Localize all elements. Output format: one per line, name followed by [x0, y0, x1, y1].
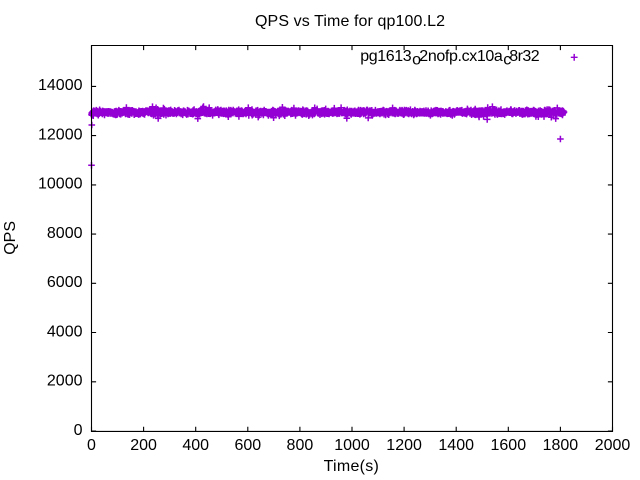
- svg-text:2000: 2000: [47, 373, 83, 390]
- svg-text:1400: 1400: [438, 437, 474, 454]
- svg-text:2000: 2000: [595, 437, 631, 454]
- svg-text:1600: 1600: [491, 437, 527, 454]
- svg-text:4000: 4000: [47, 323, 83, 340]
- svg-text:o: o: [412, 51, 421, 68]
- svg-text:8r32: 8r32: [509, 48, 540, 65]
- svg-text:6000: 6000: [47, 274, 83, 291]
- svg-text:12000: 12000: [38, 126, 83, 143]
- svg-text:Time(s): Time(s): [324, 458, 379, 475]
- svg-text:14000: 14000: [38, 77, 83, 94]
- svg-text:c: c: [503, 51, 511, 68]
- svg-text:QPS vs Time for qp100.L2: QPS vs Time for qp100.L2: [255, 13, 445, 30]
- svg-text:800: 800: [287, 437, 314, 454]
- svg-text:1000: 1000: [334, 437, 370, 454]
- svg-text:0: 0: [74, 422, 83, 439]
- svg-text:0: 0: [87, 437, 96, 454]
- svg-text:2nofp.cx10a: 2nofp.cx10a: [419, 48, 503, 65]
- svg-text:10000: 10000: [38, 176, 83, 193]
- svg-text:1200: 1200: [386, 437, 422, 454]
- svg-text:pg1613: pg1613: [360, 48, 412, 65]
- svg-text:600: 600: [234, 437, 261, 454]
- svg-text:200: 200: [130, 437, 157, 454]
- svg-text:8000: 8000: [47, 225, 83, 242]
- svg-text:QPS: QPS: [2, 221, 19, 255]
- svg-text:400: 400: [182, 437, 209, 454]
- svg-text:1800: 1800: [543, 437, 579, 454]
